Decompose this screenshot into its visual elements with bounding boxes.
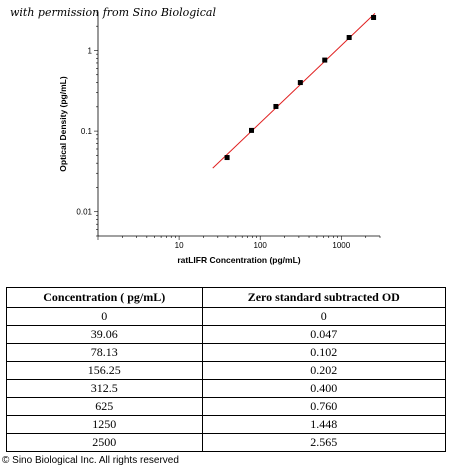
table-row: 312.5 0.400 [6,379,447,398]
y-tick-label: 1 [88,46,93,55]
table-cell: 156.25 [6,361,203,380]
table-cell: 0.760 [201,397,447,416]
table-cell: 2500 [6,433,203,452]
table-cell: 0.400 [201,379,447,398]
x-tick-label: 1000 [332,241,350,250]
column-header-od: Zero standard subtracted OD [201,287,447,308]
table-row: 625 0.760 [6,397,447,416]
x-tick-label: 100 [254,241,268,250]
copyright-text: © Sino Biological Inc. All rights reserv… [2,455,179,466]
table-row: 156.25 0.202 [6,361,447,380]
data-point [249,127,255,133]
x-tick-label: 10 [175,241,184,250]
table-row: 1250 1.448 [6,415,447,434]
y-tick-label: 0.01 [76,208,92,217]
table-cell: 0.047 [201,325,447,344]
data-point [273,103,279,109]
data-point [224,155,230,161]
table-cell: 0.102 [201,343,447,362]
table-header-row: Concentration ( pg/mL) Zero standard sub… [6,287,447,308]
table-cell: 1.448 [201,415,447,434]
data-points-group [224,14,377,161]
data-point [297,80,303,86]
table-row: 78.13 0.102 [6,343,447,362]
table-cell: 0.202 [201,361,447,380]
standard-data-table: Concentration ( pg/mL) Zero standard sub… [6,287,447,452]
table-cell: 2.565 [201,433,447,452]
permission-note: with permission from Sino Biological [10,6,217,19]
data-point [371,14,377,20]
table-cell: 625 [6,397,203,416]
table-cell: 78.13 [6,343,203,362]
table-cell: 39.06 [6,325,203,344]
table-cell: 312.5 [6,379,203,398]
table-cell: 1250 [6,415,203,434]
standard-curve-chart: 10 100 1000 0.01 0.1 1 ratLIFR Concentration … [58,11,381,265]
x-axis-label: ratLIFR Concentration (pg/mL) [177,255,300,265]
table-cell: 0 [6,307,203,326]
data-point [346,35,352,41]
data-point [322,57,328,63]
table-row: 2500 2.565 [6,433,447,452]
table-cell: 0 [201,307,447,326]
chart-axes: 10 100 1000 0.01 0.1 1 [76,11,381,250]
y-axis-label: Optical Density (pg/mL) [58,76,68,172]
table-row: 39.06 0.047 [6,325,447,344]
column-header-concentration: Concentration ( pg/mL) [6,287,203,308]
y-tick-label: 0.1 [81,127,93,136]
